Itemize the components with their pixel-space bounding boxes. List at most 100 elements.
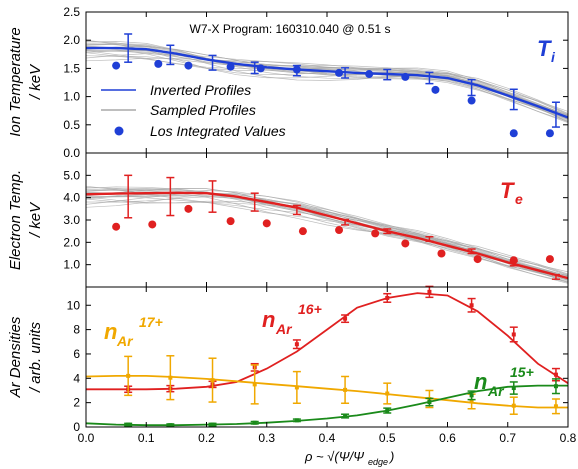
density-point — [511, 386, 516, 391]
nar16-sub: Ar — [275, 321, 293, 337]
error-bar — [467, 248, 476, 255]
y-ticks: 0.0 0.5 1.0 1.5 2.0 2.5 — [63, 5, 568, 160]
density-point — [343, 316, 348, 321]
sampled-profiles-group — [85, 185, 569, 284]
y-tick-label: 4.0 — [63, 191, 80, 205]
nar15-sup: 15+ — [510, 364, 534, 380]
nar16-sup: 16+ — [298, 301, 322, 317]
error-bar — [425, 71, 434, 85]
y-tick-label: 1.0 — [63, 258, 80, 272]
x-tick-label: 0.2 — [198, 431, 215, 445]
density-point — [469, 303, 474, 308]
panel-frame — [85, 286, 569, 428]
y-tick-label: 0.5 — [63, 118, 80, 132]
density-point — [210, 422, 215, 427]
error-bar — [383, 68, 392, 81]
los-integrated-point — [256, 64, 265, 73]
y-axis-label-line2: / keV — [27, 63, 44, 100]
error-bar — [551, 101, 560, 128]
error-bar — [292, 204, 301, 216]
panel-ion-data — [86, 33, 569, 138]
legend: Inverted Profiles Sampled Profiles Los I… — [101, 82, 286, 139]
sampled-profile-line — [85, 192, 569, 283]
density-point — [126, 373, 131, 378]
sampled-profile-line — [85, 198, 569, 277]
los-integrated-point — [467, 96, 476, 105]
density-point — [427, 400, 432, 405]
panel-ar-densities: 0 2 4 6 8 10 0.0 0.1 0.2 0.3 0.4 0.5 0.6 0.7 0.8 Ar D… — [7, 285, 577, 467]
inverted-profile-line — [85, 191, 569, 280]
density-point — [469, 393, 474, 398]
los-integrated-point — [112, 61, 121, 70]
te-tag: T e — [500, 178, 523, 207]
y-axis-label-line1: Electron Temp. — [7, 170, 24, 270]
density-point — [385, 295, 390, 300]
los-integrated-point — [262, 219, 271, 228]
panel-ar-data — [85, 285, 569, 428]
y-tick-label: 1.0 — [63, 90, 80, 104]
density-point — [252, 420, 257, 425]
te-tag-sub: e — [515, 191, 523, 207]
sampled-profile-line — [85, 192, 569, 283]
y-tick-label: 2 — [73, 396, 80, 410]
program-annotation: W7-X Program: 160310.040 @ 0.51 s — [190, 22, 391, 36]
error-bar — [467, 78, 476, 97]
error-bar — [124, 174, 133, 219]
density-point — [427, 289, 432, 294]
y-tick-label: 5.0 — [63, 168, 80, 182]
density-point — [168, 423, 173, 428]
sampled-profile-line — [85, 39, 569, 116]
y-tick-label: 1.5 — [63, 61, 80, 75]
nar17-base: n — [104, 319, 117, 344]
sampled-profile-line — [85, 185, 569, 277]
y-tick-label: 4 — [73, 371, 80, 385]
los-integrated-point — [154, 59, 163, 68]
error-bar — [341, 67, 350, 79]
ti-tag: T i — [537, 36, 556, 65]
los-integrated-point — [431, 85, 440, 94]
density-point — [126, 422, 131, 427]
los-integrated-point — [112, 222, 121, 231]
los-integrated-point — [184, 204, 193, 213]
sampled-profile-line — [85, 192, 569, 279]
error-bar — [166, 176, 175, 217]
sampled-profile-line — [85, 188, 569, 281]
panel-frame — [85, 152, 569, 288]
error-bar — [208, 54, 217, 71]
legend-label-los: Los Integrated Values — [150, 123, 286, 139]
x-ticks: 0.0 0.1 0.2 0.3 0.4 0.5 0.6 0.7 0.8 — [78, 287, 577, 445]
x-axis-label-end: ) — [388, 449, 394, 464]
sampled-profile-line — [85, 187, 569, 278]
y-tick-label: 0.0 — [63, 146, 80, 160]
sampled-profile-line — [86, 44, 569, 115]
density-point — [343, 387, 348, 392]
sampled-profile-line — [85, 189, 569, 275]
sampled-profile-line — [85, 192, 569, 280]
y-tick-label: 10 — [67, 298, 81, 312]
density-point — [385, 408, 390, 413]
los-integrated-point — [226, 217, 235, 226]
x-axis-label-sub: edge — [368, 457, 388, 467]
label-nar16: n Ar 16+ — [262, 301, 322, 337]
density-point — [294, 418, 299, 423]
panel-electron-temperature: 1.0 2.0 3.0 4.0 5.0 Electron Temp. / keV T e — [7, 152, 569, 288]
x-tick-label: 0.5 — [379, 431, 396, 445]
density-point — [511, 332, 516, 337]
y-axis-label-line1: Ion Temperature — [7, 27, 24, 137]
y-axis-label-line1: Ar Densities — [7, 316, 24, 398]
legend-marker-los — [114, 126, 124, 136]
los-integrated-point — [545, 255, 554, 264]
sampled-profile-line — [85, 192, 569, 283]
density-line — [86, 292, 569, 391]
density-point — [553, 384, 558, 389]
x-axis-label: ρ ~ √(Ψ/Ψ edge ) — [304, 449, 394, 467]
error-bar — [250, 192, 259, 212]
los-integrated-point — [335, 68, 344, 77]
y-tick-label: 6 — [73, 347, 80, 361]
los-integrated-point — [509, 256, 518, 265]
panel-ion-temperature: 0.0 0.5 1.0 1.5 2.0 2.5 Ion Temperature / keV… — [7, 5, 569, 160]
sampled-profile-line — [85, 186, 569, 281]
x-tick-label: 0.4 — [319, 431, 336, 445]
y-tick-label: 0 — [73, 420, 80, 434]
